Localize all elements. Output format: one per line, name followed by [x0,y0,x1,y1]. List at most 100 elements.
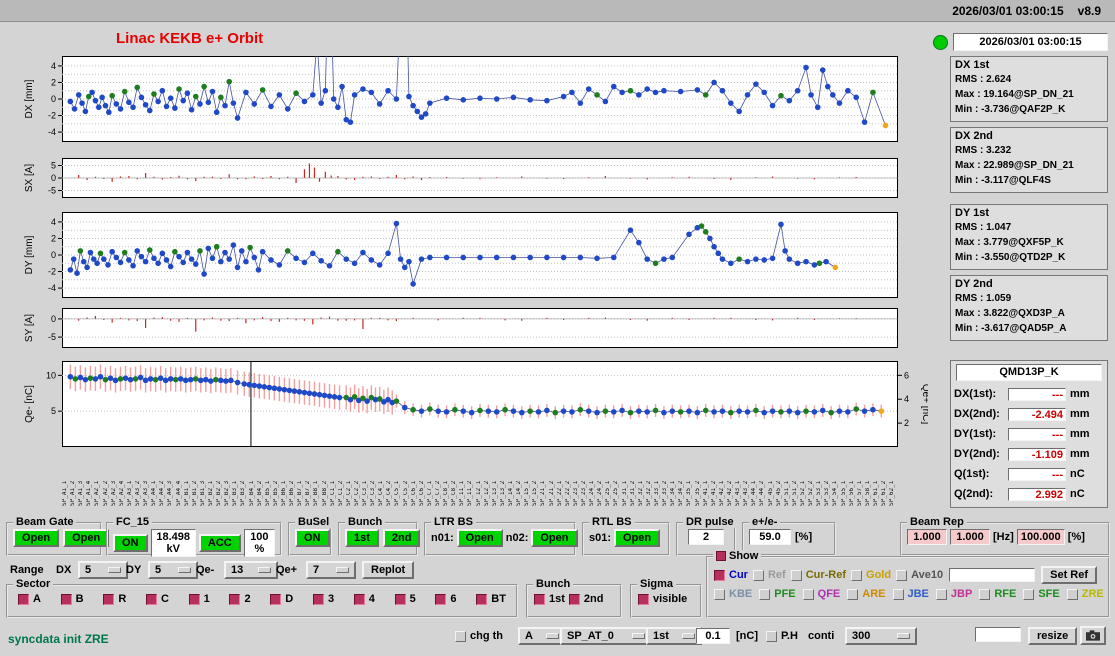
rtl-s01-open-button[interactable]: Open [614,529,661,547]
monitor-value: --- [1008,467,1066,481]
ratio-field[interactable]: 59.0 [749,529,791,545]
checkbox-ZRE[interactable]: ZRE [1066,588,1104,600]
checkbox-1st[interactable]: 1st [534,593,565,605]
aux-field[interactable] [975,627,1021,642]
range-dy-value: 5 [155,564,162,576]
checkbox-indicator [935,588,947,600]
checkbox-SFE[interactable]: SFE [1023,588,1060,600]
checkbox-5[interactable]: 5 [394,593,416,605]
checkbox-6[interactable]: 6 [435,593,457,605]
y-axis-label: DX [mm] [24,79,35,118]
ltr-n01-label: n01: [431,532,454,544]
checkbox-label: Gold [866,569,892,581]
monitor-value: -2.494 [1008,407,1066,421]
show-group: Show Cur Ref Cur-Ref Gold Ave10 Set Ref KBE P… [706,550,1110,618]
checkbox-D[interactable]: D [270,593,293,605]
bpm-label: SP_25_2 [613,480,620,506]
checkbox-visible[interactable]: visible [638,593,687,605]
checkbox-KBE[interactable]: KBE [714,588,752,600]
fc15-on-button[interactable]: ON [113,534,148,552]
beam-gate-open-button-2[interactable]: Open [63,529,110,547]
y-tick-label: 5 [51,161,56,171]
chg-th-label: chg th [470,630,503,642]
stat-max: Max : 3.822@QXD3P_A [955,308,1065,319]
checkbox-PFE[interactable]: PFE [759,588,796,600]
range-qem-select[interactable]: 13 [224,561,278,579]
checkbox-A[interactable]: A [18,593,41,605]
checkbox-JBE[interactable]: JBE [892,588,929,600]
stat-box-dy-2nd: DY 2nd RMS : 1.059 Max : 3.822@QXD3P_A M… [950,275,1108,341]
bpm-label: SP_A1_1 [62,480,68,506]
checkbox-label: ZRE [1081,588,1104,600]
bpm-select[interactable]: SP_AT_0 [560,627,652,645]
bunch-1st-button[interactable]: 1st [345,529,379,547]
checkbox-RFE[interactable]: RFE [979,588,1016,600]
monitor-label: Q(1st): [954,468,990,480]
bpm-label: SP_A2_3 [110,480,117,506]
checkbox-Gold[interactable]: Gold [851,569,891,581]
bpm-label: SP_33_2 [662,480,669,506]
bpm-label: SP_55_1 [840,480,847,506]
bunch-2nd-button[interactable]: 2nd [382,529,421,547]
checkbox-2[interactable]: 2 [229,593,251,605]
conti-label[interactable]: conti [808,630,835,642]
checkbox-BT[interactable]: BT [476,593,506,605]
checkbox-JBP[interactable]: JBP [935,588,972,600]
busel-on-button[interactable]: ON [295,529,330,547]
checkbox-label: 3 [327,593,335,605]
sector-select[interactable]: A [518,627,566,645]
ltr-n02-open-button[interactable]: Open [531,529,578,547]
range-dx-label: DX [56,564,72,576]
checkbox-label: ARE [862,588,886,600]
bpm-label: SP_43_1 [735,480,742,506]
checkbox-C[interactable]: C [145,593,169,605]
checkbox-B[interactable]: B [60,593,84,605]
resize-button[interactable]: resize [1028,627,1078,645]
dy-plot: 4 2 0 -2 -4 DY [mm] [22,212,928,298]
bunch-order-select[interactable]: 1st [646,627,702,645]
set-ref-button[interactable]: Set Ref [1041,566,1098,584]
range-dx-select[interactable]: 5 [78,561,128,579]
checkbox-4[interactable]: 4 [353,593,375,605]
ref-name-field[interactable] [949,568,1036,582]
checkbox-Cur[interactable]: Cur [714,569,748,581]
checkbox-Ave10[interactable]: Ave10 [896,569,943,581]
checkbox-ARE[interactable]: ARE [847,588,886,600]
ltr-n02-label: n02: [505,532,529,544]
dr-pulse-group: DR pulse 2 [676,516,737,556]
checkbox-3[interactable]: 3 [312,593,335,605]
chg-th-checkbox[interactable]: chg th [455,630,503,642]
checkbox-QFE[interactable]: QFE [802,588,840,600]
bpm-label: SP_A3_1 [126,480,133,506]
range-dy-select[interactable]: 5 [148,561,198,579]
fc15-label: FC_15 [113,516,153,528]
fc15-acc-button[interactable]: ACC [198,534,241,552]
checkbox-label: 1 [203,593,210,605]
screenshot-button[interactable] [1080,626,1106,645]
bpm-monitor-panel: QMD13P_K DX(1st): --- mm DX(2nd): -2.494… [950,360,1108,508]
checkbox-1[interactable]: 1 [188,593,210,605]
checkbox-2nd[interactable]: 2nd [568,593,603,605]
bpm-label: SP_C5_1 [394,480,401,506]
replot-button[interactable]: Replot [362,561,415,579]
y-tick-label: 0 [51,94,56,104]
range-qep-select[interactable]: 7 [306,561,356,579]
stat-box-dx-1st: DX 1st RMS : 2.624 Max : 19.164@SP_DN_21… [950,56,1108,122]
ph-checkbox[interactable]: P.H [766,630,798,642]
bpm-label: SP_11_2 [467,480,474,506]
checkbox-R[interactable]: R [103,593,126,605]
bpm-label: SP_56_1 [848,480,855,506]
ltr-bs-label: LTR BS [431,516,476,528]
dr-pulse-label: DR pulse [683,516,737,528]
threshold-field[interactable]: 0.1 [696,628,730,644]
dr-pulse-field[interactable]: 2 [688,529,724,545]
checkbox-Ref[interactable]: Ref [752,569,786,581]
monitor-row: DY(2nd): -1.109 mm [954,444,1104,464]
beam-gate-open-button-1[interactable]: Open [13,529,60,547]
range-dx-value: 5 [85,564,92,576]
checkbox-Cur-Ref[interactable]: Cur-Ref [790,569,846,581]
monitor-value: 2.992 [1008,487,1066,501]
count-select[interactable]: 300 [845,627,917,645]
monitor-row: Q(2nd): 2.992 nC [954,484,1104,504]
ltr-n01-open-button[interactable]: Open [456,529,503,547]
